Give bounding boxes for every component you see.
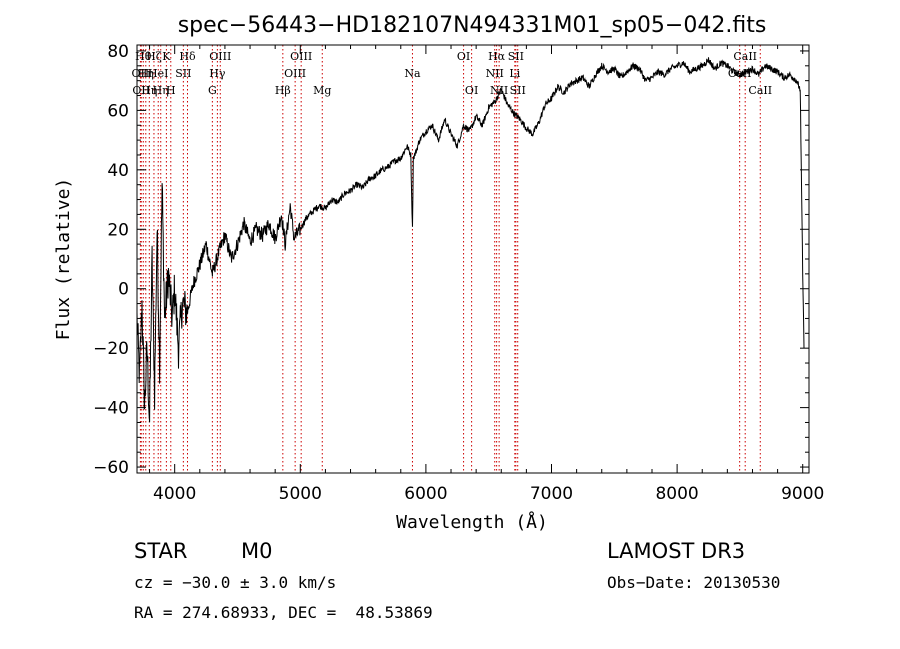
reference-lines: [139, 45, 761, 473]
reference-line-label: OI: [457, 50, 470, 63]
redshift-readout: cz = −30.0 ± 3.0 km/s: [134, 573, 337, 592]
reference-line-label: NII: [486, 67, 504, 80]
reference-line-label: Hα: [488, 50, 506, 63]
reference-line-label: Hη: [153, 84, 169, 97]
y-tick-label: 60: [107, 101, 129, 121]
x-tick-label: 4000: [153, 484, 196, 504]
spectral-subclass: M0: [241, 539, 273, 563]
reference-line-label: NII: [490, 84, 508, 97]
y-axis-label: Flux (relative): [53, 178, 74, 341]
coordinates-readout: RA = 274.68933, DEC = 48.53869: [134, 603, 433, 622]
reference-line-label: OII: [132, 67, 150, 80]
x-tick-label: 6000: [404, 484, 447, 504]
reference-line-label: Hδ: [179, 50, 196, 63]
reference-line-label: CaII: [748, 84, 772, 97]
reference-line-label: Hβ: [275, 84, 291, 97]
plot-frame: [136, 44, 810, 474]
chart-title: spec−56443−HD182107N494331M01_sp05−042.f…: [178, 13, 767, 38]
reference-line-label: H: [166, 84, 176, 97]
spectrum-chart: spec−56443−HD182107N494331M01_sp05−042.f…: [53, 13, 824, 533]
reference-line-label: Hγ: [209, 67, 226, 80]
reference-line-label: OIII: [290, 50, 312, 63]
reference-line-label: SII: [508, 50, 524, 63]
reference-line-label: SII: [175, 67, 191, 80]
y-axis-ticks: −60 −40 −20 0 20 40 60 80: [93, 42, 809, 478]
y-tick-label: −20: [93, 339, 129, 359]
y-tick-label: 20: [107, 220, 129, 240]
reference-line-label: Hθ: [135, 50, 152, 63]
reference-line-labels: OIIOIIHθHηHηHζHeIHηKHSIIHδGHγOIIIHβOIIIO…: [132, 50, 773, 97]
y-tick-label: −40: [93, 399, 129, 419]
survey-name: LAMOST DR3: [607, 539, 746, 563]
reference-line-label: Hζ: [146, 50, 162, 63]
reference-line-label: Hη: [138, 67, 154, 80]
observation-date: Obs−Date: 20130530: [607, 573, 781, 592]
reference-line-label: HeI: [148, 67, 168, 80]
reference-line-label: G: [208, 84, 217, 97]
x-tick-label: 8000: [655, 484, 698, 504]
reference-line-label: OIII: [209, 50, 231, 63]
y-tick-label: 80: [107, 42, 129, 62]
object-class: STAR: [134, 539, 188, 563]
reference-line-label: Li: [509, 67, 520, 80]
reference-line-label: Mg: [313, 84, 331, 97]
spectrum-series-line: [136, 57, 805, 423]
reference-line-label: SII: [510, 84, 526, 97]
y-tick-label: 40: [107, 161, 129, 181]
reference-line-label: K: [162, 50, 171, 63]
reference-line-label: Na: [404, 67, 421, 80]
x-tick-label: 7000: [530, 484, 573, 504]
x-tick-label: 9000: [781, 484, 824, 504]
reference-line-label: Hη: [141, 84, 157, 97]
x-axis-ticks: 4000 5000 6000 7000 8000 9000: [149, 45, 824, 504]
reference-line-label: OIII: [284, 67, 306, 80]
y-tick-label: −60: [93, 458, 129, 478]
x-tick-label: 5000: [279, 484, 322, 504]
x-axis-label: Wavelength (Å): [396, 511, 548, 533]
y-tick-label: 0: [118, 280, 129, 300]
reference-line-label: CaII: [733, 50, 757, 63]
reference-line-label: OI: [465, 84, 478, 97]
